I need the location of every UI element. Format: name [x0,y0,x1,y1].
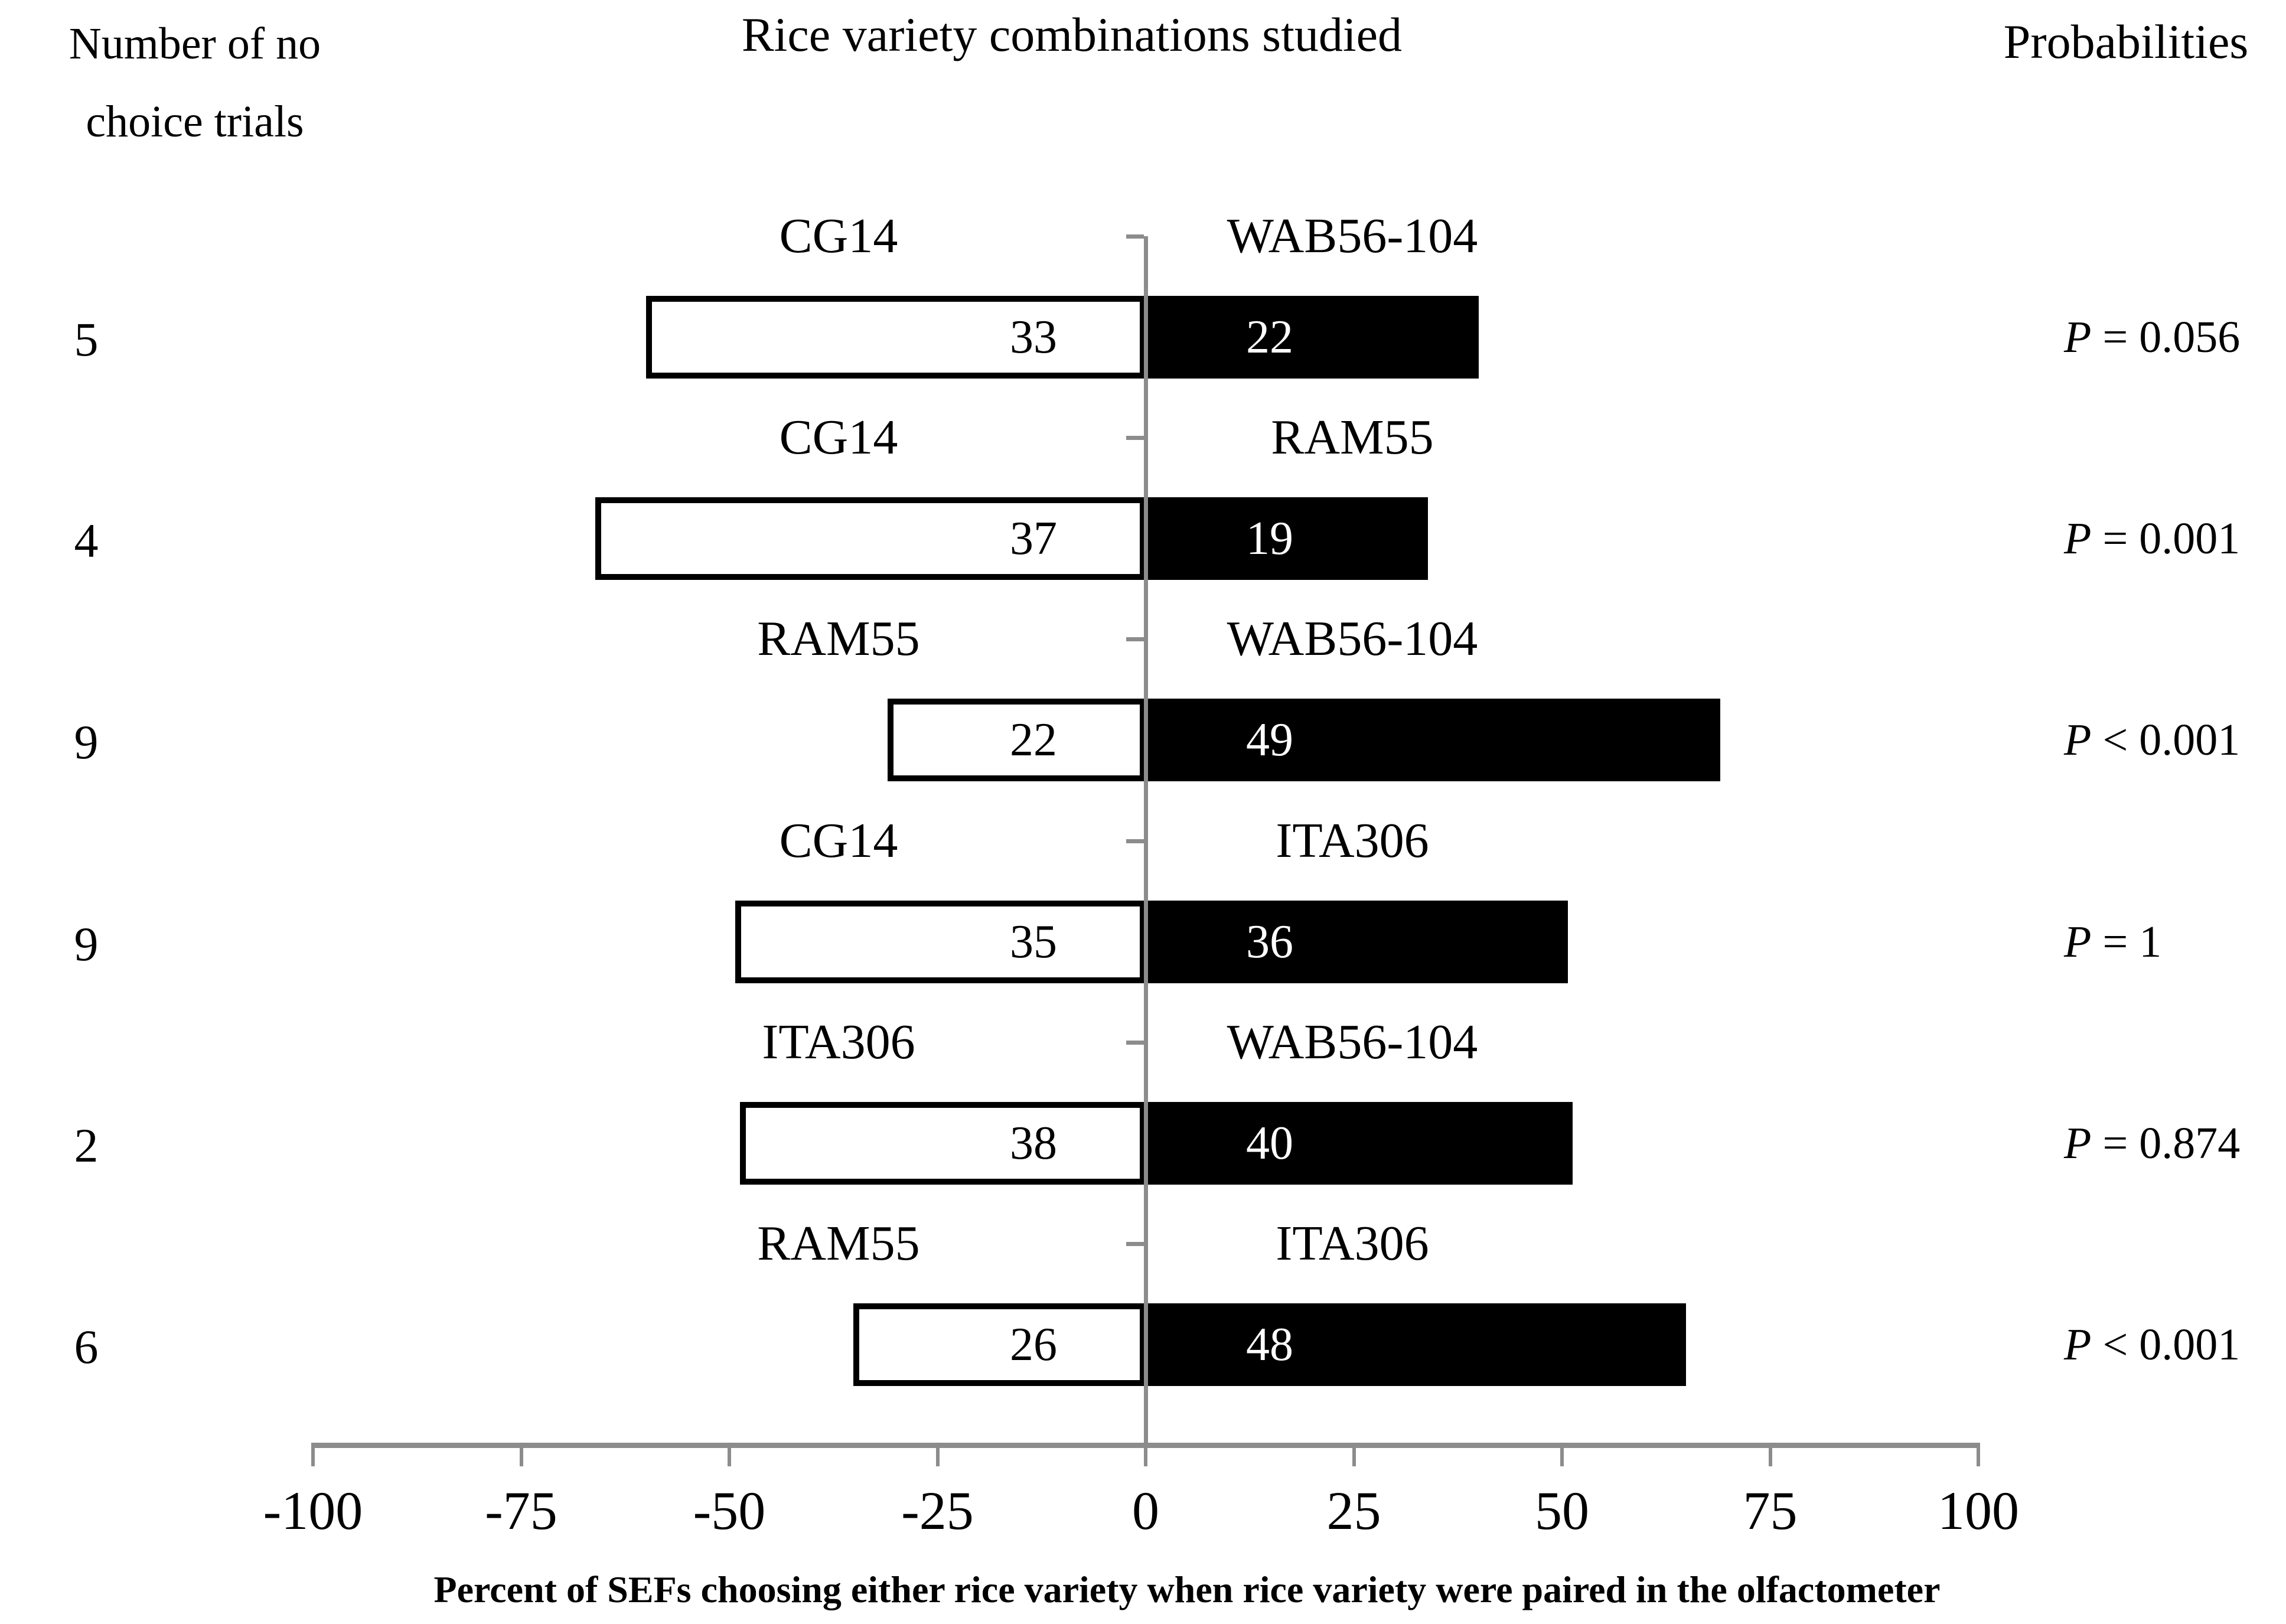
left-bar-value: 26 [1010,1319,1057,1371]
p-symbol: P [2064,1320,2092,1369]
category-boundary-tick [1126,1040,1144,1045]
x-axis-tick-label: 25 [1326,1480,1381,1541]
x-axis-tick-label: -75 [485,1480,557,1541]
x-axis-title: Percent of SEFs choosing either rice var… [433,1568,1941,1610]
x-axis-tick [311,1443,315,1466]
x-axis-tick-label: -100 [263,1480,363,1541]
left-variety-label: RAM55 [757,1216,920,1271]
zero-axis-line [1144,236,1148,1445]
p-value-text: < 0.001 [2091,1320,2241,1369]
left-bar [735,900,1146,983]
left-bar [853,1303,1146,1386]
x-axis-tick-label: 0 [1132,1480,1159,1541]
right-bar [1146,296,1479,379]
p-symbol: P [2064,312,2092,362]
p-value: P = 1 [2064,908,2286,976]
right-bar-value: 19 [1246,513,1293,565]
left-bar [646,296,1146,379]
trial-count: 9 [74,715,99,769]
x-axis-tick [519,1443,523,1466]
right-bar-value: 22 [1246,311,1293,363]
x-axis-tick-label: -25 [901,1480,974,1541]
right-variety-label: WAB56-104 [1227,1014,1478,1069]
left-axis-title: Number of no choice trials [18,5,372,161]
x-axis-tick [1977,1443,1980,1466]
left-bar [595,497,1146,581]
p-value-text: = 0.001 [2091,514,2241,564]
left-variety-label: ITA306 [762,1014,915,1069]
p-symbol: P [2064,917,2092,967]
left-variety-label: CG14 [779,813,898,868]
trial-count: 6 [74,1320,99,1374]
p-symbol: P [2064,514,2092,564]
left-variety-label: CG14 [779,208,898,263]
right-bar [1146,699,1720,782]
p-value: P < 0.001 [2064,1311,2286,1378]
right-variety-label: WAB56-104 [1227,208,1478,263]
x-axis-tick [935,1443,940,1466]
category-boundary-tick [1126,234,1144,239]
left-bar-value: 38 [1010,1117,1057,1169]
left-bar-value: 33 [1010,311,1057,363]
p-symbol: P [2064,715,2092,765]
category-boundary-tick [1126,637,1144,642]
p-value: P < 0.001 [2064,706,2286,774]
p-value-text: = 1 [2091,917,2162,967]
left-bar-value: 35 [1010,915,1057,968]
right-variety-label: ITA306 [1276,813,1429,868]
trial-count: 4 [74,514,99,568]
right-bar-value: 40 [1246,1117,1293,1169]
right-bar-value: 36 [1246,915,1293,968]
p-value: P = 0.874 [2064,1110,2286,1177]
left-axis-title-line1: Number of no [69,19,321,69]
probabilities-title: Probabilities [2003,15,2249,69]
p-value-text: = 0.056 [2091,312,2241,362]
category-boundary-tick [1126,839,1144,843]
x-axis-tick-label: 50 [1535,1480,1589,1541]
left-variety-label: CG14 [779,410,898,465]
x-axis-tick [728,1443,731,1466]
category-boundary-tick [1126,1242,1144,1246]
left-bar-value: 37 [1010,513,1057,565]
p-value-text: < 0.001 [2091,715,2241,765]
p-symbol: P [2064,1118,2092,1168]
right-bar [1146,1101,1573,1185]
category-boundary-tick [1126,436,1144,441]
p-value: P = 0.056 [2064,304,2286,371]
x-axis-tick [1144,1443,1147,1466]
left-bar [887,699,1146,782]
left-bar-value: 22 [1010,714,1057,767]
x-axis-tick [1768,1443,1772,1466]
right-variety-label: WAB56-104 [1227,611,1478,667]
left-variety-label: RAM55 [757,611,920,667]
x-axis-tick [1352,1443,1356,1466]
x-axis-tick-label: 75 [1743,1480,1798,1541]
trial-count: 5 [74,312,99,366]
p-value: P = 0.001 [2064,505,2286,572]
right-bar-value: 48 [1246,1319,1293,1371]
x-axis-tick-label: -50 [693,1480,766,1541]
right-bar [1146,497,1428,581]
x-axis-tick [1560,1443,1564,1466]
p-value-text: = 0.874 [2091,1118,2241,1168]
left-bar [740,1101,1146,1185]
trial-count: 2 [74,1118,99,1172]
right-bar [1146,1303,1687,1386]
right-variety-label: RAM55 [1271,410,1434,465]
trial-count: 9 [74,917,99,971]
right-bar-value: 49 [1246,714,1293,767]
chart-title: Rice variety combinations studied [741,8,1403,61]
x-axis-tick-label: 100 [1938,1480,2019,1541]
right-bar [1146,900,1568,983]
right-variety-label: ITA306 [1276,1216,1429,1271]
left-axis-title-line2: choice trials [86,97,304,146]
